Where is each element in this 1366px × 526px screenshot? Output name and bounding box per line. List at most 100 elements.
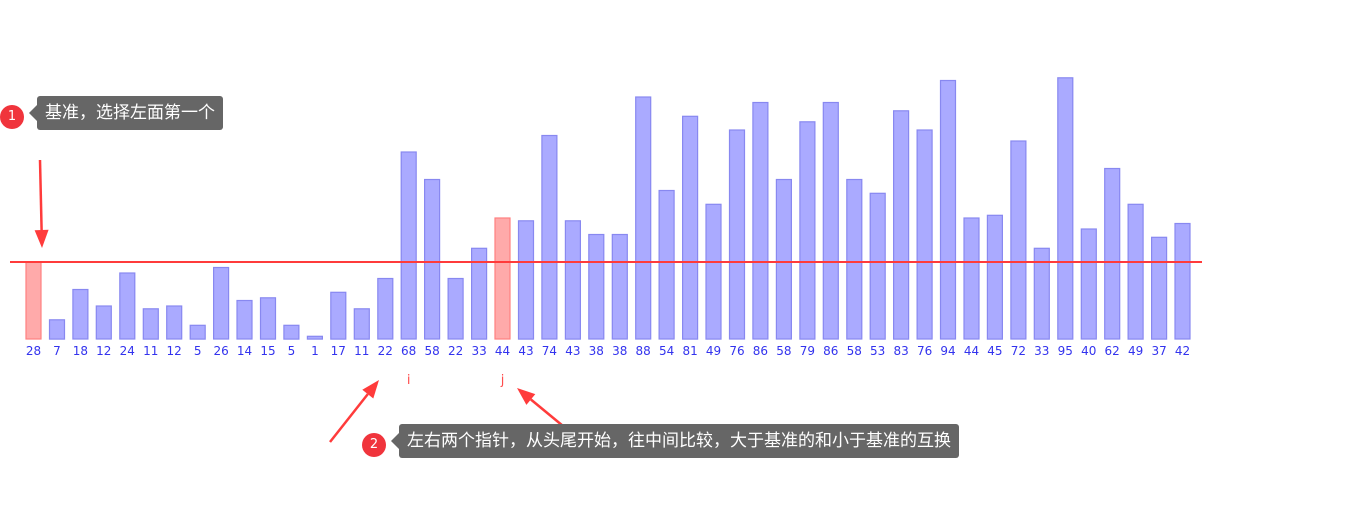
tick-label-35: 58 bbox=[847, 344, 862, 358]
tick-label-39: 94 bbox=[940, 344, 955, 358]
tick-label-1: 7 bbox=[53, 344, 61, 358]
tick-label-14: 11 bbox=[354, 344, 369, 358]
bar-45 bbox=[1080, 228, 1097, 340]
annotation-arrows bbox=[34, 159, 581, 443]
bar-34 bbox=[822, 101, 839, 340]
bar-22 bbox=[541, 134, 558, 340]
bar-0 bbox=[25, 261, 42, 340]
bar-31 bbox=[752, 101, 769, 340]
bar-7 bbox=[189, 324, 206, 340]
callout-1-text: 基准，选择左面第一个 bbox=[29, 96, 223, 130]
tick-label-7: 5 bbox=[194, 344, 202, 358]
bars bbox=[25, 77, 1191, 340]
tick-label-27: 54 bbox=[659, 344, 674, 358]
bar-18 bbox=[447, 277, 464, 340]
pointer-i: i bbox=[407, 373, 411, 388]
bar-35 bbox=[846, 178, 863, 340]
tick-label-36: 53 bbox=[870, 344, 885, 358]
tick-label-9: 14 bbox=[237, 344, 252, 358]
bar-11 bbox=[283, 324, 300, 340]
tick-label-33: 79 bbox=[800, 344, 815, 358]
tick-label-47: 49 bbox=[1128, 344, 1143, 358]
bar-20 bbox=[494, 217, 511, 340]
tick-label-32: 58 bbox=[776, 344, 791, 358]
bar-49 bbox=[1174, 222, 1191, 340]
bar-29 bbox=[705, 203, 722, 340]
tick-label-44: 95 bbox=[1058, 344, 1073, 358]
bar-26 bbox=[635, 96, 652, 340]
bar-16 bbox=[400, 151, 417, 340]
bar-5 bbox=[142, 308, 159, 340]
tick-label-18: 22 bbox=[448, 344, 463, 358]
tick-label-19: 33 bbox=[471, 344, 486, 358]
bar-4 bbox=[119, 272, 136, 340]
tick-label-4: 24 bbox=[120, 344, 135, 358]
callout-2-text: 左右两个指针，从头尾开始，往中间比较，大于基准的和小于基准的互换 bbox=[391, 424, 959, 458]
callout-1-badge: 1 bbox=[0, 105, 24, 129]
tick-label-25: 38 bbox=[612, 344, 627, 358]
bar-19 bbox=[471, 247, 488, 340]
bar-40 bbox=[963, 217, 980, 340]
bar-46 bbox=[1104, 167, 1121, 340]
tick-label-6: 12 bbox=[167, 344, 182, 358]
bar-8 bbox=[213, 266, 230, 340]
tick-label-38: 76 bbox=[917, 344, 932, 358]
bar-13 bbox=[330, 291, 347, 340]
bar-42 bbox=[1010, 140, 1027, 340]
bar-36 bbox=[869, 192, 886, 340]
bar-6 bbox=[166, 305, 183, 340]
tick-label-12: 1 bbox=[311, 344, 319, 358]
bar-41 bbox=[986, 214, 1004, 340]
bar-33 bbox=[799, 121, 816, 340]
tick-label-17: 58 bbox=[424, 344, 439, 358]
bar-44 bbox=[1057, 77, 1074, 340]
bar-17 bbox=[424, 178, 441, 340]
tick-label-11: 5 bbox=[288, 344, 296, 358]
bar-38 bbox=[916, 129, 933, 340]
bar-25 bbox=[611, 233, 628, 340]
tick-label-42: 72 bbox=[1011, 344, 1026, 358]
tick-labels: 28 7 18 12 24 11 12 5 26 14 15 5 1 17 11 22 68 58 22 33 44 43… bbox=[26, 344, 1190, 358]
callout-2-badge: 2 bbox=[362, 433, 386, 457]
tick-label-8: 26 bbox=[213, 344, 228, 358]
tick-label-3: 12 bbox=[96, 344, 111, 358]
arrow-to-pivot bbox=[34, 159, 49, 248]
tick-label-0: 28 bbox=[26, 344, 41, 358]
tick-label-37: 83 bbox=[893, 344, 908, 358]
tick-label-26: 88 bbox=[636, 344, 651, 358]
tick-label-45: 40 bbox=[1081, 344, 1096, 358]
bar-37 bbox=[892, 110, 910, 340]
tick-label-49: 42 bbox=[1175, 344, 1190, 358]
tick-label-21: 43 bbox=[518, 344, 533, 358]
tick-label-40: 44 bbox=[964, 344, 979, 358]
tick-label-30: 76 bbox=[729, 344, 744, 358]
pointer-j: j bbox=[500, 373, 505, 388]
tick-label-29: 49 bbox=[706, 344, 721, 358]
bar-32 bbox=[775, 178, 793, 340]
tick-label-46: 62 bbox=[1105, 344, 1120, 358]
tick-label-10: 15 bbox=[260, 344, 275, 358]
bar-27 bbox=[658, 189, 675, 340]
bar-1 bbox=[48, 319, 66, 340]
bar-43 bbox=[1033, 247, 1050, 340]
tick-label-2: 18 bbox=[73, 344, 88, 358]
bar-24 bbox=[588, 233, 605, 340]
arrow-to-pointer-i bbox=[329, 380, 379, 443]
tick-label-16: 68 bbox=[401, 344, 416, 358]
tick-label-5: 11 bbox=[143, 344, 158, 358]
bar-12 bbox=[306, 335, 323, 340]
tick-label-28: 81 bbox=[682, 344, 697, 358]
tick-label-22: 74 bbox=[542, 344, 557, 358]
tick-label-48: 37 bbox=[1151, 344, 1166, 358]
tick-label-23: 43 bbox=[565, 344, 580, 358]
tick-label-41: 45 bbox=[987, 344, 1002, 358]
bar-10 bbox=[259, 297, 277, 340]
bar-28 bbox=[681, 115, 699, 340]
bar-21 bbox=[517, 220, 535, 340]
bar-48 bbox=[1150, 236, 1168, 340]
tick-label-31: 86 bbox=[753, 344, 768, 358]
bar-30 bbox=[728, 129, 746, 340]
bar-3 bbox=[95, 305, 112, 340]
